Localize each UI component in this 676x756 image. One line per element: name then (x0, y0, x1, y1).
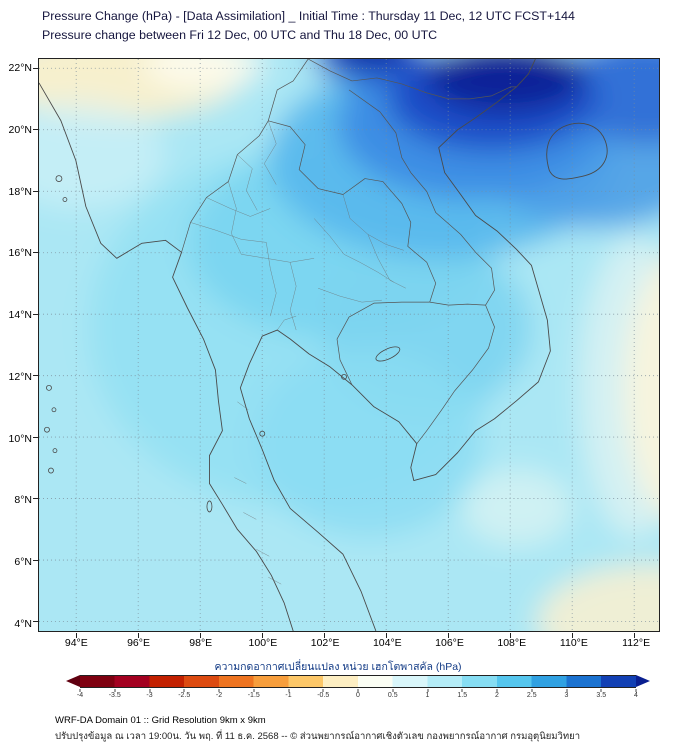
y-axis-tick-label: 20°N (8, 123, 32, 136)
colorbar-tick-label: -0.5 (317, 692, 330, 699)
colorbar-tick-mark (427, 689, 428, 692)
y-axis-tick-label: 6°N (14, 556, 32, 569)
x-axis-tick-mark (199, 633, 201, 638)
tonle-sap-lake-outline (375, 346, 401, 362)
x-axis-tick-label: 104°E (372, 637, 402, 649)
y-axis-tick-label: 22°N (8, 62, 32, 75)
x-axis-tick-mark (75, 633, 77, 638)
country-borders (181, 59, 517, 444)
colorbar-tick-mark (566, 689, 567, 692)
colorbar-tick-mark (531, 689, 533, 692)
chart-title-line2: Pressure change between Fri 12 Dec, 00 U… (42, 28, 438, 43)
colorbar-tick-mark (461, 689, 463, 692)
colorbar-tick-mark (496, 689, 498, 692)
colorbar-tick-mark (392, 689, 394, 692)
x-axis-tick-label: 108°E (497, 637, 527, 649)
colorbar-tick-label: -1.5 (247, 692, 260, 699)
colorbar-tick-label: 0 (356, 692, 360, 699)
colorbar (66, 675, 650, 688)
x-axis-tick-mark (571, 633, 573, 638)
colorbar-under-arrow (66, 675, 80, 687)
y-axis-tick-mark (33, 436, 38, 438)
province-boundaries (190, 120, 406, 585)
y-axis-tick-mark (33, 252, 38, 254)
colorbar-tick-mark (635, 689, 637, 692)
x-axis-tick-label: 98°E (189, 637, 213, 649)
chart-header: Pressure Change (hPa) - [Data Assimilati… (42, 7, 575, 45)
map-plot-area (33, 58, 660, 638)
x-axis-tick-label: 100°E (248, 637, 278, 649)
y-axis-tick-label: 16°N (8, 247, 32, 260)
x-axis-tick-mark (137, 633, 139, 638)
colorbar-tick-label: 2 (495, 692, 499, 699)
colorbar-tick-label: -2.5 (178, 692, 191, 699)
x-axis-tick-label: 96°E (127, 637, 150, 649)
colorbar-tick-mark (114, 689, 116, 692)
x-axis-tick-label: 102°E (310, 637, 340, 649)
x-axis-tick-mark (385, 633, 387, 638)
colorbar-tick-label: -4 (76, 692, 84, 699)
colorbar-tick-mark (79, 689, 81, 692)
y-axis-tick-mark (33, 67, 38, 69)
y-axis-tick-mark (33, 559, 38, 561)
colorbar-tick-label: -3 (146, 692, 153, 699)
pressure-field-fill (39, 59, 659, 631)
colorbar-tick-label: -3.5 (108, 692, 121, 699)
y-axis-tick-mark (33, 129, 38, 131)
x-axis-tick-mark (509, 633, 511, 638)
x-axis-tick-label: 106°E (435, 637, 464, 649)
islands-and-lake (44, 175, 401, 513)
y-axis-tick-mark (33, 498, 38, 500)
footer: WRF-DA Domain 01 :: Grid Resolution 9km … (55, 713, 580, 744)
x-axis: 94°E 96°E 98°E 100°E 102°E 104°E 106°E 108°E 110… (39, 637, 661, 651)
colorbar-label: ความกดอากาศเปลี่ยนแปลง หน่วย เฮกโตพาสคัล… (214, 661, 462, 673)
y-axis-tick-mark (33, 621, 38, 623)
x-axis-tick-mark (447, 633, 449, 638)
colorbar-tick-label: 1.5 (457, 692, 468, 699)
y-axis-tick-label: 18°N (8, 185, 32, 198)
colorbar-over-arrow (636, 675, 650, 687)
colorbar-tick-label: 4 (634, 692, 638, 699)
coastline-outlines (39, 59, 608, 631)
colorbar-tick-mark (357, 689, 359, 692)
colorbar-tick-mark (149, 689, 150, 692)
y-axis: 22°N 20°N 18°N 16°N 14°N 12°N 10°N 8°N 6°N 4°N (0, 59, 36, 633)
colorbar-tick-mark (253, 689, 255, 692)
x-axis-tick-mark (323, 633, 325, 638)
x-axis-tick-mark (261, 633, 263, 638)
colorbar-tick-mark (218, 689, 220, 692)
y-axis-tick-label: 8°N (14, 494, 32, 507)
colorbar-ticks: -4 -3.5 -3 -2.5 -2 -1.5 -1 -0.5 0 0.5 1 1.5 2 2.5 3 3.5… (76, 689, 638, 703)
pressure-change-map (39, 59, 659, 631)
colorbar-tick-label: 3 (564, 692, 569, 699)
colorbar-gradient (80, 675, 636, 688)
y-axis-tick-label: 4°N (14, 617, 32, 630)
footer-model-info: WRF-DA Domain 01 :: Grid Resolution 9km … (55, 715, 266, 726)
y-axis-tick-mark (33, 190, 38, 192)
x-axis-tick-label: 94°E (64, 637, 88, 649)
y-axis-tick-mark (33, 375, 38, 377)
y-axis-tick-label: 14°N (8, 309, 32, 322)
colorbar-tick-mark (183, 689, 185, 692)
colorbar-tick-label: 1 (425, 692, 430, 699)
colorbar-tick-label: 0.5 (387, 692, 398, 699)
colorbar-tick-mark (288, 689, 289, 692)
colorbar-tick-mark (600, 689, 602, 692)
colorbar-tick-label: 2.5 (526, 692, 537, 699)
x-axis-tick-label: 110°E (559, 637, 588, 649)
footer-update-info: ปรับปรุงข้อมูล ณ เวลา 19:00น. วัน พฤ. ที… (55, 730, 581, 742)
colorbar-tick-mark (322, 689, 324, 692)
hainan-island-outline (546, 122, 608, 180)
colorbar-tick-label: -1 (285, 692, 292, 699)
y-axis-tick-label: 12°N (8, 370, 32, 383)
colorbar-tick-label: 3.5 (596, 692, 607, 699)
x-axis-tick-mark (633, 633, 635, 638)
y-axis-tick-mark (33, 313, 38, 315)
x-axis-tick-label: 112°E (622, 637, 651, 649)
colorbar-tick-label: -2 (215, 692, 223, 699)
chart-title-line1: Pressure Change (hPa) - [Data Assimilati… (42, 9, 575, 23)
y-axis-tick-label: 10°N (8, 432, 32, 445)
